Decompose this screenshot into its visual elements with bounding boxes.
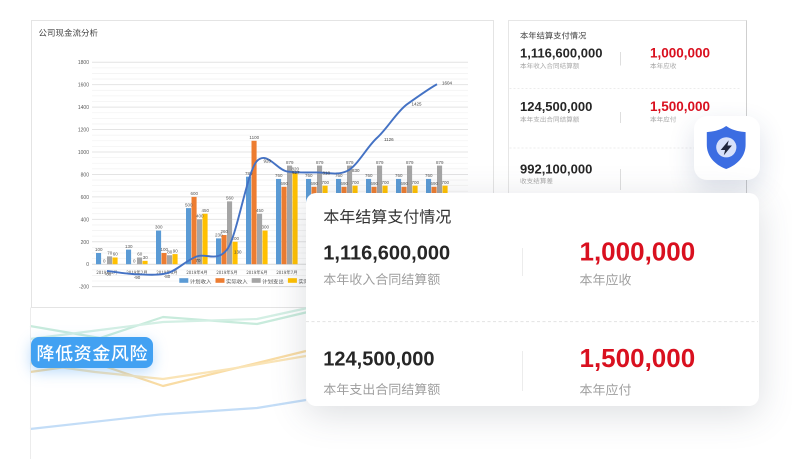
- svg-text:130: 130: [125, 244, 133, 249]
- svg-text:879: 879: [286, 160, 294, 165]
- svg-text:60: 60: [113, 252, 119, 257]
- svg-text:818: 818: [323, 170, 331, 175]
- svg-text:1,500,000: 1,500,000: [580, 343, 696, 373]
- svg-text:700: 700: [381, 180, 389, 185]
- svg-text:60: 60: [137, 252, 143, 257]
- svg-text:760: 760: [395, 173, 403, 178]
- svg-text:90: 90: [173, 248, 179, 253]
- svg-text:879: 879: [346, 160, 354, 165]
- svg-text:690: 690: [280, 181, 288, 186]
- svg-text:70: 70: [107, 251, 113, 256]
- svg-text:760: 760: [425, 173, 433, 178]
- svg-text:760: 760: [275, 173, 283, 178]
- svg-text:690: 690: [370, 181, 378, 186]
- svg-text:0: 0: [133, 258, 136, 263]
- svg-text:1604: 1604: [442, 81, 453, 86]
- svg-text:100: 100: [95, 247, 103, 252]
- svg-text:690: 690: [340, 181, 348, 186]
- svg-text:1,116,600,000: 1,116,600,000: [323, 243, 450, 265]
- svg-text:820: 820: [291, 166, 299, 171]
- svg-text:400: 400: [81, 217, 90, 223]
- svg-text:450: 450: [256, 208, 264, 213]
- svg-text:1,500,000: 1,500,000: [650, 99, 710, 114]
- svg-text:0: 0: [103, 258, 106, 263]
- svg-text:600: 600: [81, 195, 90, 201]
- svg-text:500: 500: [185, 202, 193, 207]
- svg-text:1400: 1400: [78, 105, 89, 111]
- svg-text:700: 700: [411, 180, 419, 185]
- svg-text:1200: 1200: [78, 128, 89, 134]
- svg-text:-90: -90: [134, 275, 141, 280]
- svg-text:1600: 1600: [78, 83, 89, 89]
- svg-text:1,000,000: 1,000,000: [580, 237, 696, 267]
- svg-text:700: 700: [321, 180, 329, 185]
- svg-text:-200: -200: [79, 285, 89, 291]
- svg-text:700: 700: [441, 180, 449, 185]
- svg-text:-60: -60: [105, 271, 112, 276]
- svg-text:1126: 1126: [384, 137, 394, 142]
- svg-text:100: 100: [160, 247, 168, 252]
- svg-text:124,500,000: 124,500,000: [323, 348, 434, 370]
- svg-text:700: 700: [351, 180, 359, 185]
- svg-text:300: 300: [261, 225, 269, 230]
- svg-text:80: 80: [167, 249, 173, 254]
- svg-text:879: 879: [316, 160, 324, 165]
- svg-text:760: 760: [335, 173, 343, 178]
- svg-text:1000: 1000: [78, 150, 89, 156]
- svg-text:-80: -80: [164, 274, 171, 279]
- svg-text:124,500,000: 124,500,000: [520, 99, 592, 114]
- svg-text:230: 230: [215, 233, 223, 238]
- svg-text:879: 879: [406, 160, 414, 165]
- svg-text:200: 200: [81, 240, 90, 246]
- svg-text:690: 690: [400, 181, 408, 186]
- svg-text:800: 800: [81, 172, 90, 178]
- svg-text:690: 690: [430, 181, 438, 186]
- svg-text:879: 879: [436, 160, 444, 165]
- svg-text:760: 760: [365, 173, 373, 178]
- svg-text:1,116,600,000: 1,116,600,000: [520, 46, 602, 61]
- svg-text:70: 70: [195, 258, 201, 263]
- svg-text:1800: 1800: [78, 60, 89, 66]
- svg-text:760: 760: [305, 173, 313, 178]
- svg-text:1100: 1100: [249, 135, 259, 140]
- svg-text:690: 690: [310, 181, 318, 186]
- svg-text:130: 130: [234, 250, 242, 255]
- svg-text:992,100,000: 992,100,000: [520, 162, 592, 177]
- svg-text:1,000,000: 1,000,000: [650, 46, 710, 61]
- svg-text:300: 300: [155, 225, 163, 230]
- svg-text:0: 0: [86, 262, 89, 268]
- svg-text:920: 920: [264, 158, 272, 163]
- svg-text:827: 827: [292, 170, 300, 175]
- svg-text:260: 260: [220, 229, 228, 234]
- svg-text:30: 30: [143, 255, 149, 260]
- svg-text:450: 450: [201, 208, 209, 213]
- svg-text:830: 830: [352, 168, 360, 173]
- svg-text:560: 560: [226, 196, 234, 201]
- svg-text:879: 879: [376, 160, 384, 165]
- svg-text:1425: 1425: [412, 101, 423, 106]
- svg-text:200: 200: [231, 236, 239, 241]
- svg-text:600: 600: [190, 191, 198, 196]
- svg-text:400: 400: [196, 214, 204, 219]
- svg-text:780: 780: [245, 171, 253, 176]
